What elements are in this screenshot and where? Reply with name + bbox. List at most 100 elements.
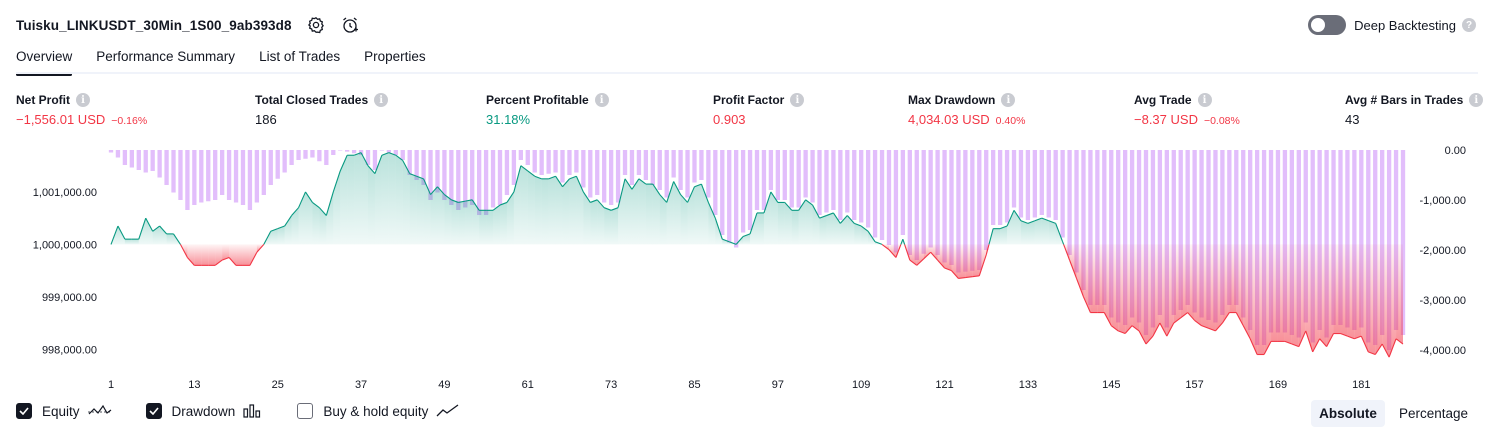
percentage-button[interactable]: Percentage	[1398, 406, 1468, 421]
drawdown-bar	[567, 150, 572, 175]
info-icon[interactable]: i	[1001, 93, 1016, 107]
info-icon[interactable]: i	[76, 93, 90, 107]
equity-area-profit	[368, 165, 375, 245]
drawdown-bar	[414, 150, 419, 180]
equity-area-profit	[465, 199, 473, 245]
drawdown-bar	[1248, 150, 1253, 330]
help-question-icon[interactable]: ?	[1462, 18, 1476, 32]
equity-area-loss	[1194, 244, 1202, 326]
equity-line-profit	[1006, 210, 1015, 227]
drawdown-bar	[956, 150, 961, 273]
equity-line-profit	[714, 217, 723, 240]
info-icon[interactable]: i	[594, 93, 609, 107]
drawdown-bar	[1074, 150, 1079, 273]
equity-line-loss	[951, 270, 959, 279]
tab-list-of-trades[interactable]: List of Trades	[259, 49, 341, 64]
equity-line-loss	[972, 275, 980, 278]
equity-area-loss	[1139, 244, 1146, 345]
equity-line-profit	[423, 178, 432, 195]
drawdown-bar	[525, 150, 530, 165]
drawdown-bar	[1053, 150, 1058, 220]
equity-area-loss	[236, 244, 243, 266]
info-icon[interactable]: i	[790, 93, 805, 107]
info-icon[interactable]: i	[374, 93, 389, 107]
equity-area-loss	[1277, 244, 1285, 342]
buy-hold-checkbox[interactable]	[297, 403, 314, 419]
equity-line-loss	[1103, 312, 1112, 326]
equity-line-loss	[1354, 335, 1362, 340]
drawdown-bar	[1317, 150, 1322, 330]
drawdown-bar	[463, 150, 468, 208]
drawdown-bar	[247, 150, 253, 210]
equity-line-loss	[1284, 340, 1293, 345]
drawdown-bar	[1380, 150, 1385, 335]
equity-area-loss	[1187, 244, 1195, 321]
equity-chart[interactable]: 1,001,000.00 1,000,000.00 999,000.00 998,00…	[0, 140, 1494, 400]
equity-line-loss	[1235, 312, 1244, 326]
equity-line-loss	[965, 276, 973, 279]
drawdown-bar	[358, 150, 364, 155]
drawdown-bar	[845, 150, 850, 213]
tab-properties[interactable]: Properties	[364, 49, 426, 64]
drawdown-bar	[921, 150, 926, 254]
equity-area-profit	[506, 191, 514, 245]
equity-area-profit	[791, 210, 799, 245]
info-icon[interactable]: i	[1197, 93, 1212, 107]
equity-checkbox[interactable]	[16, 403, 32, 419]
equity-line-loss	[1118, 330, 1126, 335]
legend-drawdown[interactable]: Drawdown	[145, 403, 264, 419]
tab-overview[interactable]: Overview	[16, 46, 73, 76]
drawdown-bar	[859, 150, 864, 223]
equity-area-profit	[145, 218, 153, 245]
equity-line-profit	[805, 199, 813, 206]
drawdown-checkbox[interactable]	[145, 403, 162, 419]
absolute-button[interactable]: Absolute	[1311, 400, 1385, 427]
info-icon[interactable]: i	[1469, 93, 1484, 107]
drawdown-bar	[490, 150, 496, 208]
drawdown-bar	[338, 150, 343, 151]
equity-line-loss	[1381, 343, 1390, 358]
equity-area-loss	[1083, 244, 1091, 313]
equity-line-profit	[527, 170, 536, 177]
settings-gear-icon[interactable]	[306, 15, 326, 35]
drawdown-bar	[442, 150, 447, 200]
equity-line-loss	[1138, 330, 1147, 345]
legend-equity[interactable]: Equity	[16, 403, 112, 419]
equity-line-profit	[694, 183, 702, 188]
equity-area-profit	[451, 199, 459, 245]
drawdown-bar	[400, 150, 405, 160]
equity-area-loss	[888, 244, 896, 258]
equity-drawdown-chart-svg[interactable]: 1,001,000.00 1,000,000.00 999,000.00 998,00…	[0, 140, 1494, 400]
deep-backtesting-toggle[interactable]	[1308, 15, 1347, 35]
equity-area-loss	[1145, 244, 1153, 345]
tab-performance-summary[interactable]: Performance Summary	[96, 49, 236, 64]
legend-buy-hold[interactable]: Buy & hold equity	[297, 403, 460, 419]
x-axis-tick: 145	[1102, 379, 1120, 391]
equity-area-profit	[569, 176, 577, 245]
add-alert-clock-icon[interactable]	[340, 15, 360, 35]
equity-area-profit	[361, 152, 369, 245]
equity-line-loss	[1291, 343, 1300, 348]
equity-area-loss	[1257, 244, 1265, 355]
equity-line-profit	[451, 199, 459, 203]
equity-area-profit	[805, 199, 813, 245]
equity-area-profit	[576, 176, 584, 245]
equity-area-loss	[1284, 244, 1292, 345]
right-axis-tick: -1,000.00	[1420, 195, 1466, 207]
equity-line-loss	[1173, 317, 1182, 324]
equity-line-profit	[437, 186, 445, 195]
equity-area-profit	[534, 176, 542, 245]
equity-line-profit	[700, 183, 709, 203]
drawdown-bar	[1185, 150, 1190, 305]
drawdown-bar	[879, 150, 885, 240]
drawdown-bar	[1331, 150, 1336, 325]
equity-line-loss	[978, 254, 987, 277]
equity-line-loss	[916, 258, 925, 266]
metric-label: Max Drawdown	[908, 93, 996, 107]
left-axis-tick: 999,000.00	[42, 292, 97, 304]
equity-line-profit	[117, 225, 126, 240]
drawdown-bar	[817, 150, 822, 215]
drawdown-bar	[831, 150, 836, 210]
equity-line-profit	[854, 222, 862, 227]
equity-area-profit	[284, 215, 292, 245]
